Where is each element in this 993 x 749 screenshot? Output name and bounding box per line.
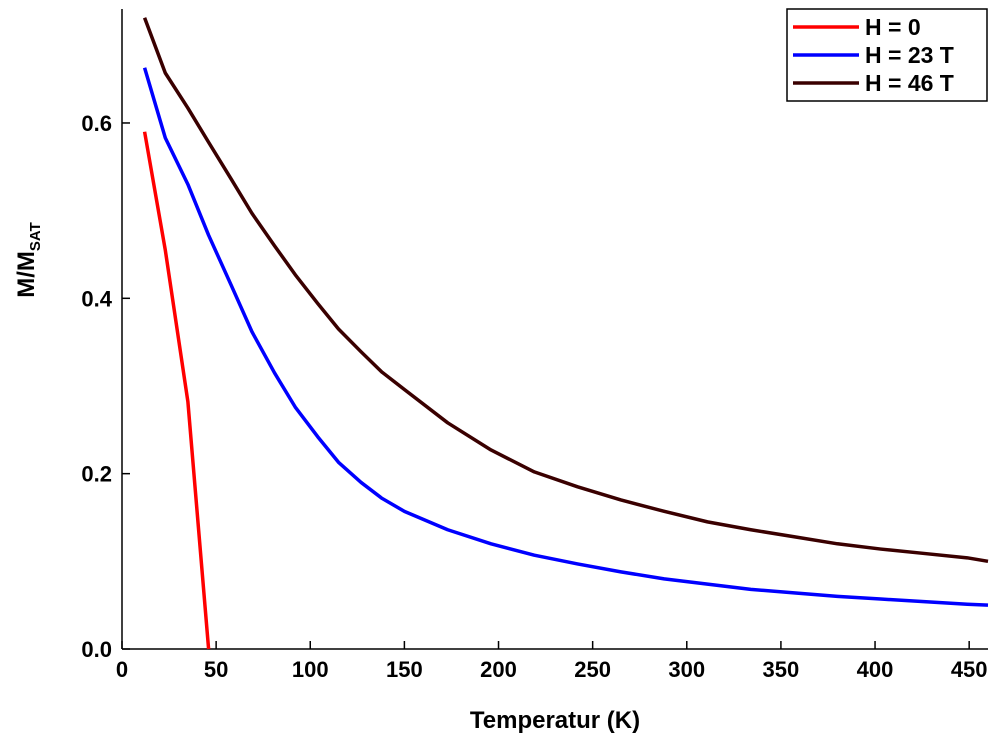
y-tick-label: 0.0	[81, 637, 112, 662]
x-tick-label: 0	[116, 657, 128, 682]
x-tick-label: 200	[480, 657, 517, 682]
x-tick-label: 450	[951, 657, 988, 682]
x-tick-label: 100	[292, 657, 329, 682]
y-tick-label: 0.6	[81, 111, 112, 136]
line-series	[142, 17, 989, 564]
legend-label: H = 46 T	[865, 70, 954, 96]
x-tick-label: 250	[574, 657, 611, 682]
x-tick-label: 150	[386, 657, 423, 682]
y-tick-label: 0.4	[81, 286, 112, 311]
legend-box	[786, 8, 988, 102]
x-tick-label: 350	[763, 657, 800, 682]
x-tick-label: 300	[668, 657, 705, 682]
y-axis-title-main: M/M	[13, 251, 40, 298]
y-axis-title: M/MSAT	[13, 222, 44, 298]
line-series	[142, 67, 989, 607]
line-series	[142, 131, 211, 650]
y-tick-label: 0.2	[81, 462, 112, 487]
x-axis-title: Temperatur (K)	[470, 707, 640, 734]
y-axis-title-sub: SAT	[27, 222, 44, 251]
x-tick-label: 50	[204, 657, 228, 682]
legend-label: H = 23 T	[865, 42, 954, 68]
legend-label: H = 0	[865, 14, 921, 40]
x-tick-label: 400	[857, 657, 894, 682]
